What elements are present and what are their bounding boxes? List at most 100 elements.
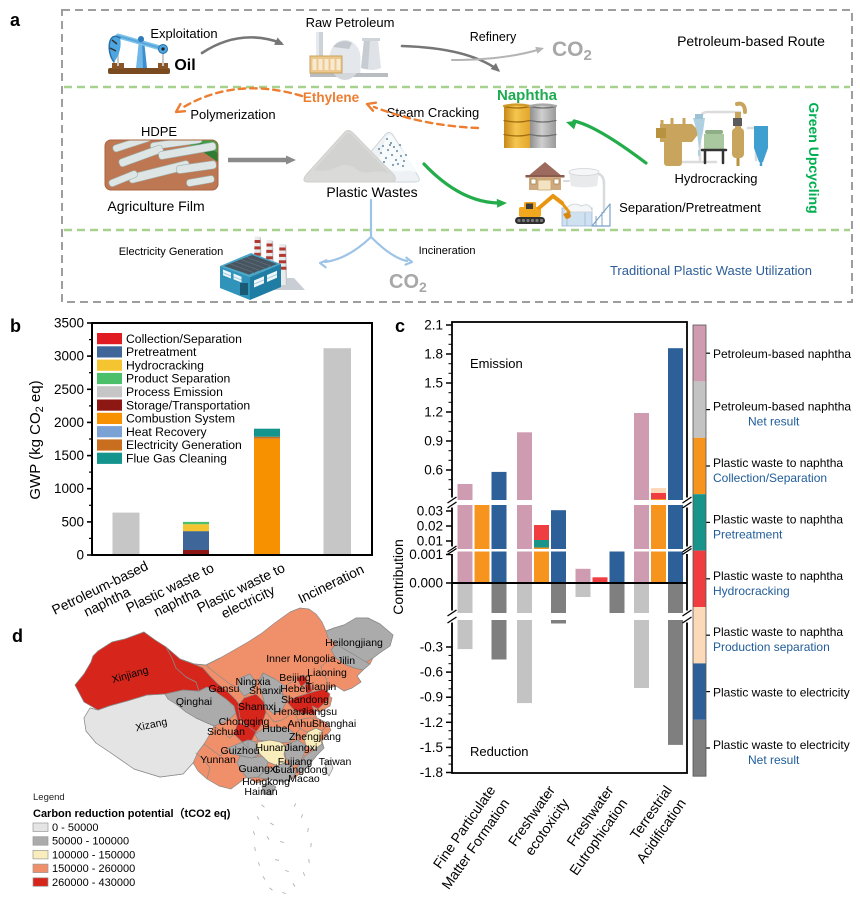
svg-text:Shanghai: Shanghai (312, 718, 356, 730)
svg-text:Plastic waste to electricity: Plastic waste to electricity (713, 686, 850, 700)
svg-text:Green Upcycling: Green Upcycling (806, 102, 822, 213)
svg-text:Hunan: Hunan (256, 742, 287, 754)
svg-text:Production separation: Production separation (713, 640, 830, 654)
svg-text:Petroleum-based naphtha: Petroleum-based naphtha (713, 347, 851, 361)
svg-text:Qinghai: Qinghai (176, 696, 212, 708)
svg-text:Electricity Generation: Electricity Generation (119, 246, 224, 258)
svg-text:Process Emission: Process Emission (126, 385, 223, 399)
svg-text:0.01: 0.01 (417, 534, 443, 549)
svg-text:Henan: Henan (274, 706, 305, 718)
svg-text:Reduction: Reduction (470, 744, 529, 759)
svg-text:Refinery: Refinery (470, 30, 517, 44)
svg-text:d: d (12, 626, 23, 646)
svg-text:0: 0 (76, 548, 84, 563)
svg-text:Guizhou: Guizhou (220, 745, 259, 757)
svg-text:Taiwan: Taiwan (319, 756, 352, 768)
svg-text:Hydrocracking: Hydrocracking (126, 358, 204, 372)
svg-text:Collection/Separation: Collection/Separation (126, 332, 242, 346)
svg-text:Gansu: Gansu (209, 683, 240, 695)
svg-text:Emission: Emission (470, 356, 523, 371)
svg-text:Traditional Plastic Waste Util: Traditional Plastic Waste Utilization (610, 263, 812, 278)
svg-text:Petroleum-based Route: Petroleum-based Route (677, 33, 825, 49)
svg-text:Jiangsu: Jiangsu (301, 706, 337, 718)
svg-text:Collection/Separation: Collection/Separation (713, 471, 827, 485)
svg-text:Petroleum-based naphtha: Petroleum-based naphtha (713, 400, 851, 414)
svg-text:Guangxi: Guangxi (238, 763, 277, 775)
svg-text:GWP (kg CO2 eq): GWP (kg CO2 eq) (27, 380, 46, 499)
svg-text:Pretreatment: Pretreatment (713, 527, 783, 541)
svg-text:Inner Mongolia: Inner Mongolia (266, 653, 336, 665)
svg-text:Shandong: Shandong (281, 694, 329, 706)
svg-text:Shannxi: Shannxi (238, 701, 276, 713)
svg-text:Hydrocracking: Hydrocracking (713, 584, 790, 598)
svg-text:Liaoning: Liaoning (307, 667, 347, 679)
svg-text:Naphtha: Naphtha (497, 87, 558, 104)
svg-text:Shanxi: Shanxi (249, 685, 281, 697)
svg-text:3500: 3500 (54, 316, 84, 331)
svg-text:Heilongjiang: Heilongjiang (325, 637, 383, 649)
svg-text:Ethylene: Ethylene (303, 90, 360, 105)
svg-text:Plastic waste to naphtha: Plastic waste to naphtha (713, 625, 843, 639)
svg-text:500: 500 (61, 514, 84, 529)
svg-text:Jilin: Jilin (337, 655, 355, 667)
svg-text:Tianjin: Tianjin (306, 681, 337, 693)
svg-text:1000: 1000 (54, 481, 84, 496)
svg-text:Ningxia: Ningxia (235, 676, 270, 688)
svg-text:a: a (10, 10, 21, 30)
svg-text:Plastic waste to naphtha: Plastic waste to naphtha (713, 569, 843, 583)
svg-text:1.2: 1.2 (424, 405, 443, 420)
svg-text:Carbon reduction potential（tCO: Carbon reduction potential（tCO2 eq) (33, 807, 231, 820)
svg-text:Sichuan: Sichuan (207, 726, 245, 738)
svg-text:150000 - 260000: 150000 - 260000 (52, 863, 135, 875)
svg-text:b: b (10, 316, 21, 336)
svg-text:Anhui: Anhui (288, 718, 315, 730)
svg-text:Jiangxi: Jiangxi (285, 742, 318, 754)
svg-text:0.02: 0.02 (417, 519, 443, 534)
svg-text:Agriculture Film: Agriculture Film (107, 198, 204, 214)
svg-text:-0.9: -0.9 (420, 690, 443, 705)
svg-text:Product Separation: Product Separation (126, 372, 230, 386)
svg-text:Hebei: Hebei (280, 683, 307, 695)
svg-text:Zhengjiang: Zhengjiang (289, 731, 341, 743)
svg-text:Net result: Net result (748, 753, 800, 767)
svg-text:Steam Cracking: Steam Cracking (387, 105, 479, 120)
svg-text:0.9: 0.9 (424, 434, 443, 449)
svg-text:2500: 2500 (54, 382, 84, 397)
svg-text:Separation/Pretreatment: Separation/Pretreatment (619, 200, 761, 215)
svg-text:Plastic waste to electricity: Plastic waste to electricity (713, 738, 850, 752)
svg-text:Electricity Generation: Electricity Generation (126, 438, 242, 452)
svg-text:Net result: Net result (748, 415, 800, 429)
svg-text:-1.5: -1.5 (420, 740, 443, 755)
svg-text:Hongkong: Hongkong (242, 776, 290, 788)
svg-text:1.5: 1.5 (424, 376, 443, 391)
svg-text:Fujiang: Fujiang (278, 756, 313, 768)
svg-text:1.8: 1.8 (424, 347, 443, 362)
svg-text:2.1: 2.1 (424, 318, 443, 333)
svg-text:Raw Petroleum: Raw Petroleum (306, 15, 395, 30)
svg-text:0 - 50000: 0 - 50000 (52, 822, 98, 834)
svg-text:0.03: 0.03 (417, 504, 443, 519)
svg-text:-1.8: -1.8 (420, 765, 443, 780)
svg-text:Flue Gas Cleaning: Flue Gas Cleaning (126, 452, 227, 466)
svg-text:260000 - 430000: 260000 - 430000 (52, 877, 135, 889)
svg-text:Combustion System: Combustion System (126, 412, 235, 426)
svg-text:Contribution: Contribution (390, 539, 406, 615)
svg-text:0.001: 0.001 (409, 547, 443, 562)
svg-text:Chongqing: Chongqing (219, 716, 270, 728)
svg-text:Plastic Wastes: Plastic Wastes (326, 184, 417, 200)
svg-text:-0.6: -0.6 (420, 665, 443, 680)
svg-text:Oil: Oil (174, 57, 195, 74)
svg-text:Yunnan: Yunnan (200, 754, 236, 766)
svg-text:Macao: Macao (288, 773, 320, 785)
svg-text:Legend: Legend (33, 792, 65, 803)
svg-text:Polymerization: Polymerization (190, 107, 275, 122)
svg-text:Exploitation: Exploitation (150, 26, 217, 41)
svg-text:100000 - 150000: 100000 - 150000 (52, 849, 135, 861)
svg-text:Incineration: Incineration (419, 245, 476, 257)
svg-text:Plastic waste to naphtha: Plastic waste to naphtha (713, 512, 843, 526)
svg-text:Plastic waste to naphtha: Plastic waste to naphtha (713, 456, 843, 470)
svg-text:50000 - 100000: 50000 - 100000 (52, 836, 129, 848)
svg-text:Beijing: Beijing (279, 672, 311, 684)
svg-text:-0.3: -0.3 (420, 640, 443, 655)
svg-text:1500: 1500 (54, 448, 84, 463)
